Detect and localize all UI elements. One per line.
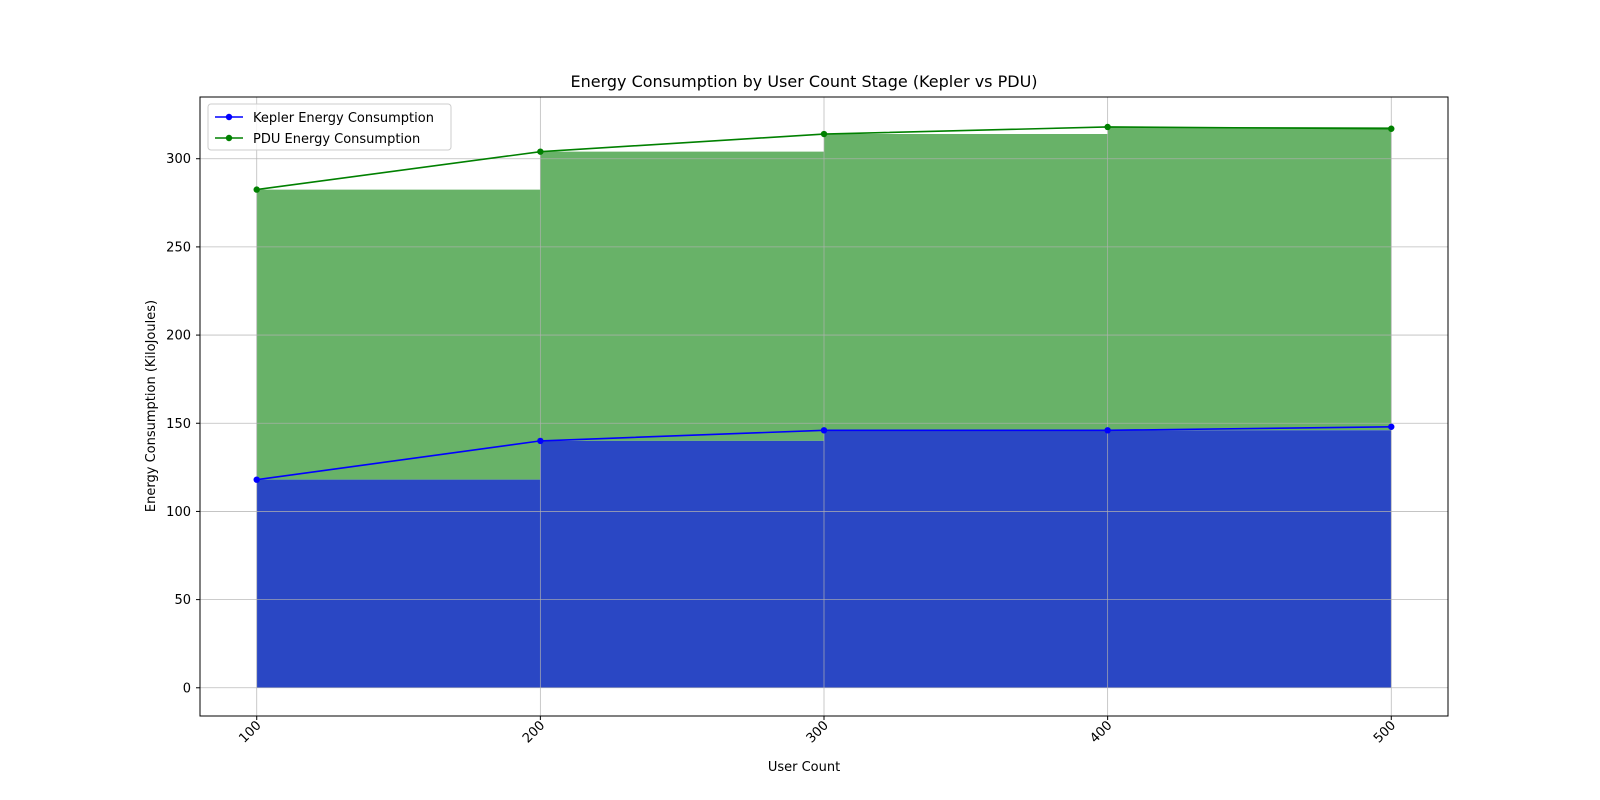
y-tick-label: 100 [166,505,191,520]
pdu-data-point [820,130,828,138]
kepler-data-point [1104,427,1111,434]
chart-title: Energy Consumption by User Count Stage (… [570,72,1037,91]
y-tick-label: 0 [183,681,191,696]
pdu-data-point [253,186,260,193]
kepler-data-point [253,476,260,483]
pdu-legend-marker [225,134,233,142]
kepler-data-point [820,427,828,434]
pdu-data-point [537,148,544,155]
kepler-legend-marker [225,113,233,121]
y-tick-label: 50 [174,593,191,608]
kepler-data-point [537,437,544,445]
legend: Kepler Energy Consumption PDU Energy Cons… [207,103,452,151]
pdu-data-point [1104,123,1111,131]
y-tick-label: 150 [166,417,191,432]
legend-box [207,103,452,151]
pdu-legend-label: PDU Energy Consumption [253,132,420,147]
x-axis-label: User Count [768,760,840,775]
y-tick-label: 250 [166,240,191,255]
y-tick-label: 200 [166,329,191,344]
y-tick-label: 300 [166,152,191,167]
y-axis-label: Energy Consumption (KiloJoules) [144,300,159,512]
kepler-legend-label: Kepler Energy Consumption [253,111,434,126]
pdu-data-point [1388,125,1395,132]
kepler-data-point [1388,423,1395,430]
